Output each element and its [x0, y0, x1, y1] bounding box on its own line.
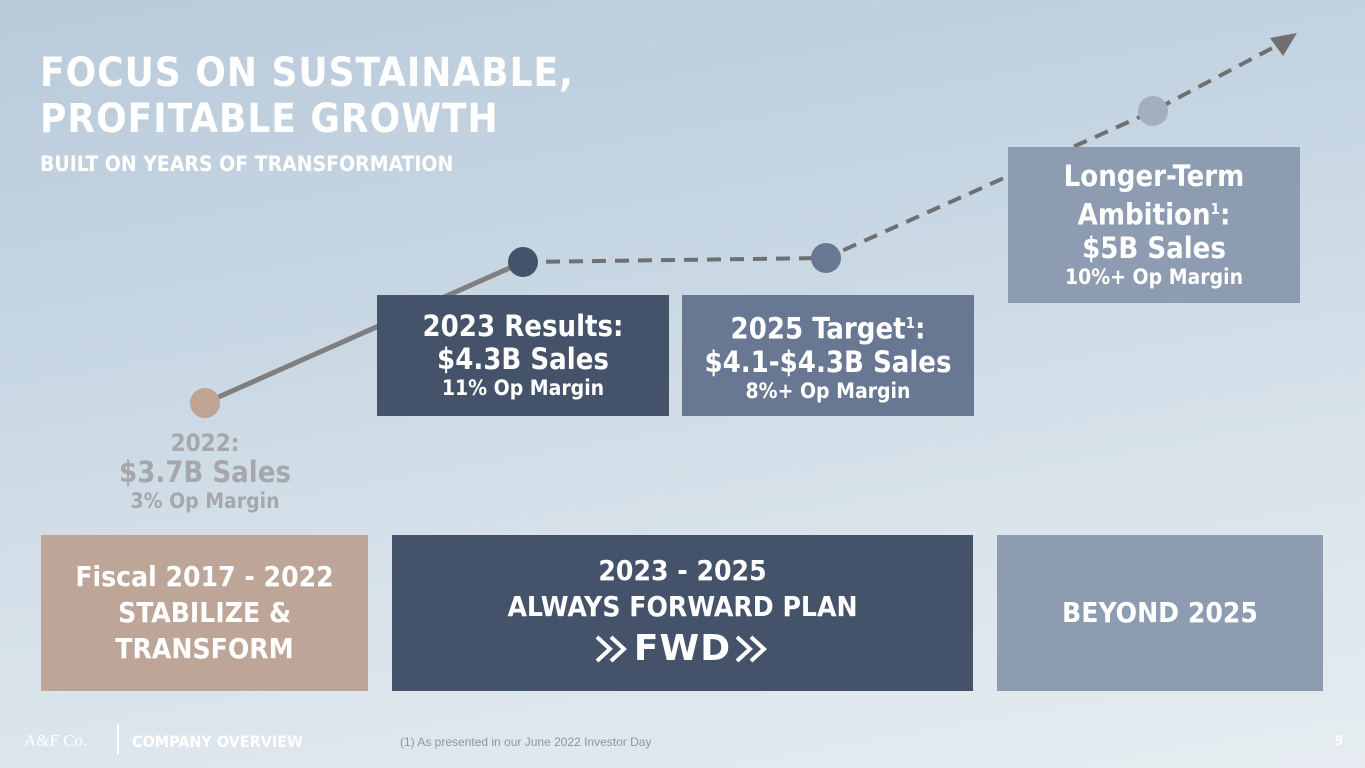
suffix: : — [915, 311, 926, 346]
sales: $5B Sales — [1082, 230, 1226, 265]
dashed-line — [522, 42, 1281, 264]
phase-line: Fiscal 2017 - 2022 — [75, 560, 334, 593]
margin: 3% Op Margin — [130, 489, 280, 513]
divider — [117, 724, 119, 754]
heading: 2025 Target1: — [731, 307, 926, 346]
phase-stabilize: Fiscal 2017 - 2022 STABILIZE & TRANSFORM — [41, 535, 368, 691]
milestone-2023: 2023 Results: $4.3B Sales 11% Op Margin — [377, 295, 669, 416]
footnote-mark: 1 — [905, 314, 916, 333]
phase-line: 2023 - 2025 — [598, 554, 767, 587]
heading-text: 2025 Target — [730, 311, 906, 346]
phase-line: BEYOND 2025 — [1062, 596, 1258, 629]
heading-text: Ambition — [1077, 197, 1211, 232]
milestone-2022: 2022: $3.7B Sales 3% Op Margin — [100, 425, 310, 520]
margin: 8%+ Op Margin — [745, 378, 911, 403]
suffix: : — [1219, 197, 1231, 232]
heading-line: Longer-Term — [1063, 159, 1245, 194]
footnote: (1) As presented in our June 2022 Invest… — [400, 735, 652, 749]
sales: $4.3B Sales — [437, 342, 609, 376]
section: COMPANY OVERVIEW — [132, 732, 303, 751]
phase-beyond: BEYOND 2025 — [997, 535, 1323, 691]
title-line: PROFITABLE GROWTH — [40, 96, 499, 142]
subtitle: BUILT ON YEARS OF TRANSFORMATION — [40, 152, 454, 176]
fwd-logo: FWD — [594, 631, 771, 667]
dot-2022 — [190, 388, 220, 418]
title-line: FOCUS ON SUSTAINABLE, — [40, 50, 574, 96]
heading: 2023 Results: — [422, 309, 624, 343]
page-number: 9 — [1335, 734, 1344, 749]
milestone-longer-term: Longer-Term Ambition1: $5B Sales 10%+ Op… — [1008, 147, 1300, 303]
phase-line: STABILIZE & — [118, 596, 291, 629]
arrow-head — [1270, 33, 1297, 56]
phase-forward: 2023 - 2025 ALWAYS FORWARD PLAN FWD — [392, 535, 973, 691]
title: FOCUS ON SUSTAINABLE, PROFITABLE GROWTH — [40, 50, 574, 142]
margin: 11% Op Margin — [441, 376, 605, 400]
chevrons — [595, 635, 627, 663]
dot-2025 — [811, 243, 841, 273]
chevrons — [735, 635, 768, 663]
logo-text: FWD — [633, 628, 732, 669]
sales: $3.7B Sales — [119, 455, 291, 489]
margin: 10%+ Op Margin — [1064, 264, 1244, 289]
heading-line: Ambition1: — [1078, 193, 1231, 232]
phase-line: ALWAYS FORWARD PLAN — [507, 590, 858, 623]
footnote-mark: 1 — [1210, 200, 1220, 219]
solid-line — [203, 259, 525, 406]
dot-future — [1138, 96, 1168, 126]
heading: 2022: — [170, 429, 240, 457]
brand: A&F Co. — [24, 731, 88, 750]
dot-2023 — [508, 247, 538, 277]
phase-line: TRANSFORM — [115, 632, 294, 665]
sales: $4.1-$4.3B Sales — [704, 344, 952, 379]
milestone-2025: 2025 Target1: $4.1-$4.3B Sales 8%+ Op Ma… — [682, 295, 974, 416]
